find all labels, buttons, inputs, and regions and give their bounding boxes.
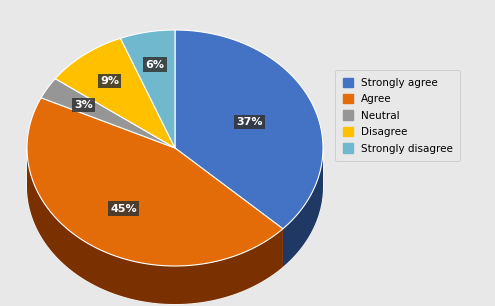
Text: 45%: 45% — [110, 203, 137, 214]
Polygon shape — [283, 148, 323, 267]
Polygon shape — [41, 79, 175, 148]
Polygon shape — [27, 148, 283, 304]
Polygon shape — [283, 148, 323, 267]
Polygon shape — [175, 148, 283, 267]
Polygon shape — [120, 30, 175, 148]
Polygon shape — [27, 148, 283, 304]
Polygon shape — [55, 38, 175, 148]
Legend: Strongly agree, Agree, Neutral, Disagree, Strongly disagree: Strongly agree, Agree, Neutral, Disagree… — [335, 70, 460, 161]
Text: 37%: 37% — [237, 117, 263, 127]
Polygon shape — [175, 148, 283, 267]
Text: 9%: 9% — [100, 76, 119, 86]
Polygon shape — [27, 98, 283, 266]
Text: 3%: 3% — [74, 100, 93, 110]
Ellipse shape — [27, 68, 323, 304]
Text: 6%: 6% — [146, 60, 164, 69]
Polygon shape — [175, 30, 323, 229]
